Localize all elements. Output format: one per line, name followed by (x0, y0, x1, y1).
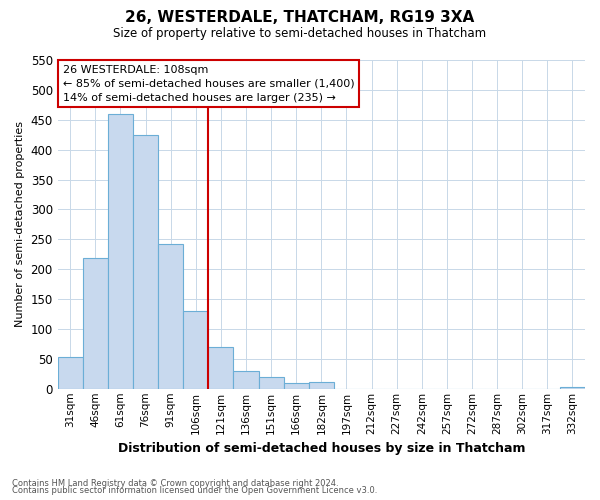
Text: 26 WESTERDALE: 108sqm
← 85% of semi-detached houses are smaller (1,400)
14% of s: 26 WESTERDALE: 108sqm ← 85% of semi-deta… (63, 65, 355, 103)
Bar (560, 387, 585, 389)
Bar (58, 357, 83, 389)
Bar (83, 258, 108, 389)
Bar (309, 382, 334, 389)
Y-axis label: Number of semi-detached properties: Number of semi-detached properties (15, 122, 25, 328)
Bar (259, 378, 284, 389)
Bar (108, 114, 133, 389)
Text: Size of property relative to semi-detached houses in Thatcham: Size of property relative to semi-detach… (113, 28, 487, 40)
Text: Contains HM Land Registry data © Crown copyright and database right 2024.: Contains HM Land Registry data © Crown c… (12, 478, 338, 488)
Bar (158, 244, 183, 389)
Text: Contains public sector information licensed under the Open Government Licence v3: Contains public sector information licen… (12, 486, 377, 495)
Bar (233, 371, 259, 389)
Bar (208, 347, 233, 389)
X-axis label: Distribution of semi-detached houses by size in Thatcham: Distribution of semi-detached houses by … (118, 442, 525, 455)
Bar (133, 134, 158, 389)
Bar (284, 383, 309, 389)
Bar (183, 311, 208, 389)
Text: 26, WESTERDALE, THATCHAM, RG19 3XA: 26, WESTERDALE, THATCHAM, RG19 3XA (125, 10, 475, 25)
